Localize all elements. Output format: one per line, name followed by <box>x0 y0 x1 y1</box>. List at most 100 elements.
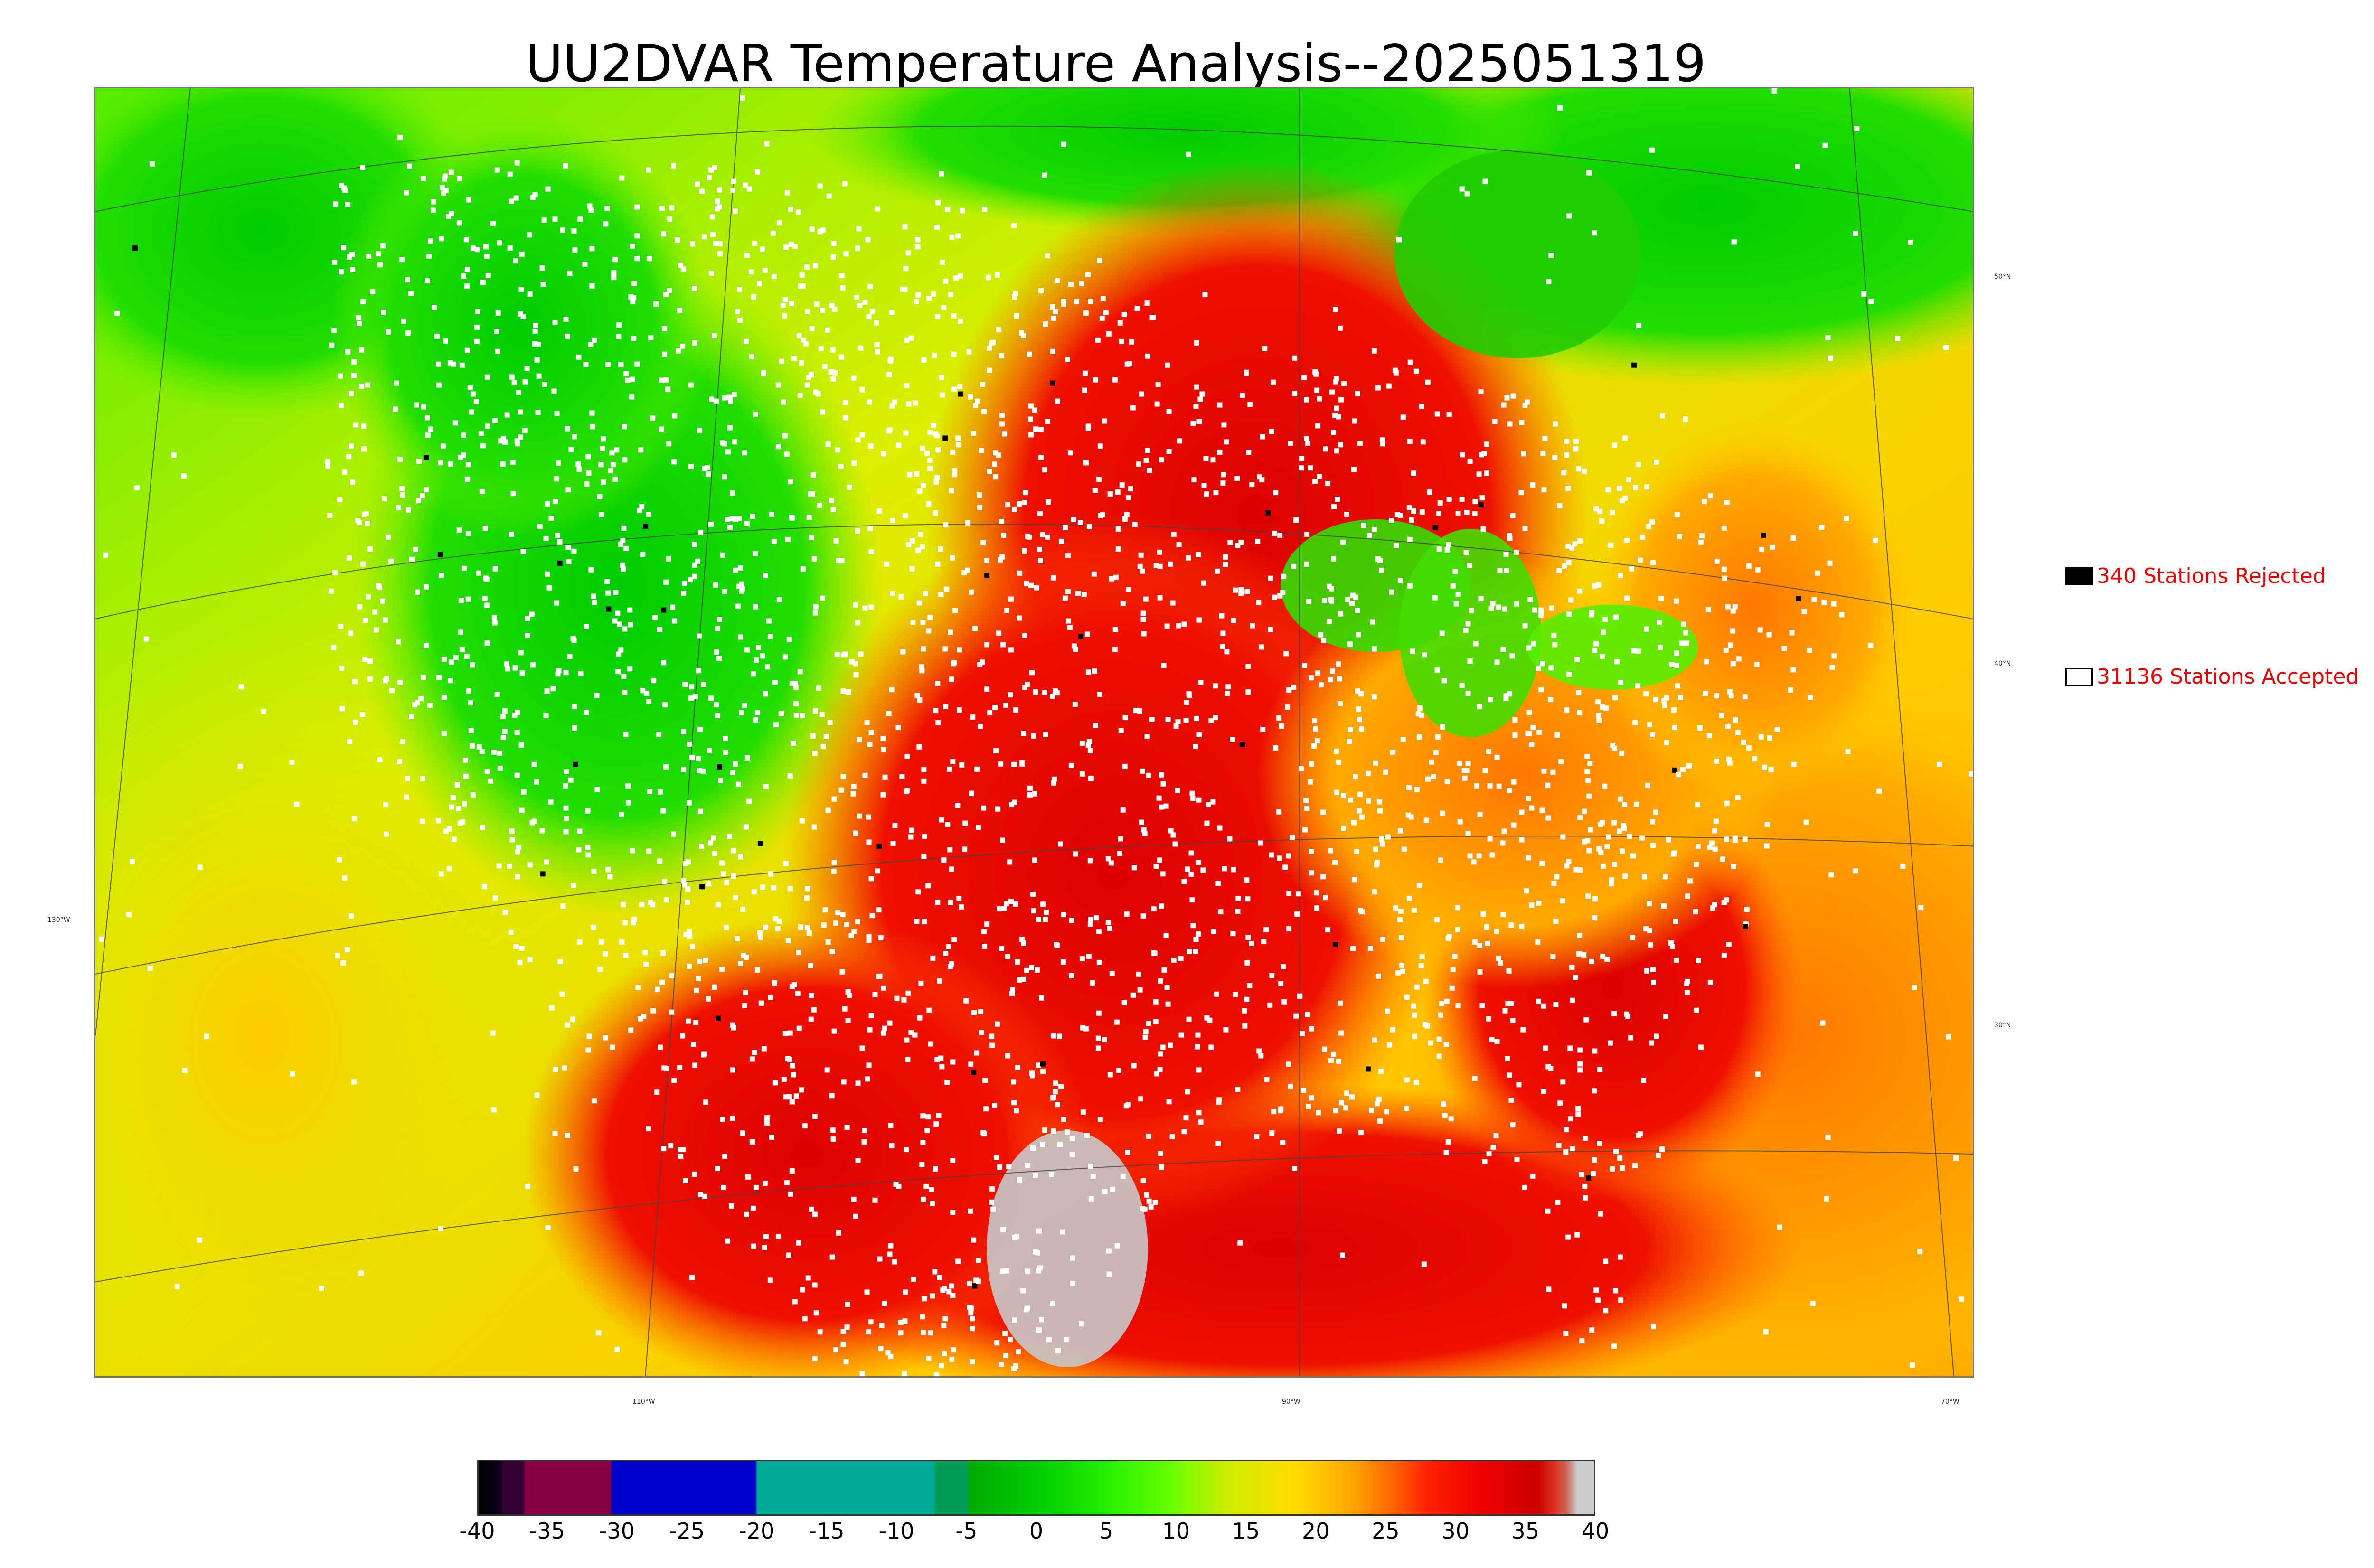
accepted-station <box>1157 563 1163 569</box>
accepted-station <box>360 165 366 170</box>
accepted-station <box>771 885 776 891</box>
accepted-station <box>648 900 653 905</box>
accepted-station <box>966 349 972 355</box>
accepted-station <box>981 805 987 811</box>
accepted-station <box>400 739 406 744</box>
accepted-station <box>1579 1172 1584 1177</box>
accepted-station <box>1566 859 1572 864</box>
accepted-station <box>876 974 882 979</box>
accepted-station <box>1895 336 1901 341</box>
accepted-station <box>819 712 825 718</box>
accepted-station <box>1560 898 1565 904</box>
accepted-station <box>1213 683 1218 689</box>
accepted-station <box>441 657 447 662</box>
accepted-station <box>567 654 573 659</box>
accepted-station <box>809 535 814 540</box>
accepted-station <box>1375 385 1381 391</box>
accepted-station <box>394 380 399 386</box>
accepted-station <box>948 629 953 635</box>
accepted-station <box>958 318 963 324</box>
accepted-station <box>597 494 603 500</box>
accepted-station <box>1541 768 1547 774</box>
accepted-station <box>740 1130 745 1136</box>
accepted-station <box>1000 1227 1006 1232</box>
accepted-station <box>1301 375 1307 380</box>
accepted-station <box>744 521 750 526</box>
accepted-station <box>1126 587 1131 592</box>
accepted-station <box>842 181 848 187</box>
accepted-station <box>1680 767 1686 772</box>
accepted-station <box>1767 735 1772 741</box>
accepted-station <box>1548 1066 1554 1071</box>
accepted-station <box>339 403 344 408</box>
accepted-station <box>1069 1136 1075 1142</box>
accepted-station <box>869 913 875 919</box>
accepted-station <box>1449 985 1455 991</box>
accepted-station <box>907 472 913 478</box>
accepted-station <box>715 713 721 719</box>
accepted-station <box>1630 935 1636 940</box>
accepted-station <box>452 420 458 426</box>
accepted-station <box>1777 1224 1782 1230</box>
accepted-station <box>1087 921 1093 927</box>
accepted-station <box>646 512 651 517</box>
accepted-station <box>384 831 389 837</box>
accepted-station <box>1121 311 1127 317</box>
accepted-station <box>959 762 965 768</box>
accepted-station <box>337 857 342 863</box>
accepted-station <box>1685 893 1690 899</box>
accepted-station <box>944 1080 950 1085</box>
accepted-station <box>1070 1281 1075 1286</box>
accepted-station <box>1638 557 1643 563</box>
accepted-station <box>525 616 530 621</box>
accepted-station <box>1969 771 1973 777</box>
accepted-station <box>1053 1080 1058 1086</box>
accepted-station <box>519 252 525 257</box>
accepted-station <box>1808 695 1813 700</box>
accepted-station <box>638 447 644 453</box>
accepted-station <box>1876 788 1882 794</box>
accepted-station <box>1791 761 1797 767</box>
accepted-station <box>1084 631 1090 637</box>
accepted-station <box>1225 691 1230 696</box>
accepted-station <box>882 774 888 780</box>
accepted-station <box>1030 1145 1036 1151</box>
accepted-station <box>529 611 535 617</box>
accepted-station <box>1473 641 1479 647</box>
accepted-station <box>1028 432 1034 438</box>
temperature-map[interactable] <box>94 87 1974 1378</box>
accepted-station <box>1200 867 1206 873</box>
accepted-station <box>965 520 971 526</box>
accepted-station <box>1347 727 1353 732</box>
accepted-station <box>781 1077 787 1082</box>
accepted-station <box>415 498 421 504</box>
accepted-station <box>426 254 432 259</box>
accepted-station <box>825 807 831 813</box>
accepted-station <box>237 763 243 769</box>
accepted-station <box>1762 764 1767 770</box>
accepted-station <box>796 1240 801 1246</box>
accepted-station <box>1293 517 1299 523</box>
accepted-station <box>1463 628 1469 633</box>
accepted-station <box>804 264 810 270</box>
accepted-station <box>921 646 926 652</box>
accepted-station <box>1592 1157 1597 1163</box>
accepted-station <box>1693 909 1698 915</box>
accepted-station <box>981 929 987 935</box>
accepted-station <box>438 1226 443 1231</box>
accepted-station <box>1721 952 1727 958</box>
accepted-station <box>1500 840 1506 846</box>
accepted-station <box>1545 782 1551 788</box>
accepted-station <box>289 759 295 765</box>
accepted-station <box>788 207 793 212</box>
accepted-station <box>1144 733 1150 739</box>
rejected-station <box>643 523 649 529</box>
accepted-station <box>510 491 516 497</box>
accepted-station <box>1371 646 1377 652</box>
accepted-station <box>1721 525 1727 531</box>
accepted-station <box>825 327 830 333</box>
accepted-station <box>1332 413 1338 418</box>
colorbar-tick: 30 <box>1441 1518 1470 1544</box>
accepted-station <box>1375 556 1381 562</box>
accepted-station <box>1338 1000 1343 1006</box>
